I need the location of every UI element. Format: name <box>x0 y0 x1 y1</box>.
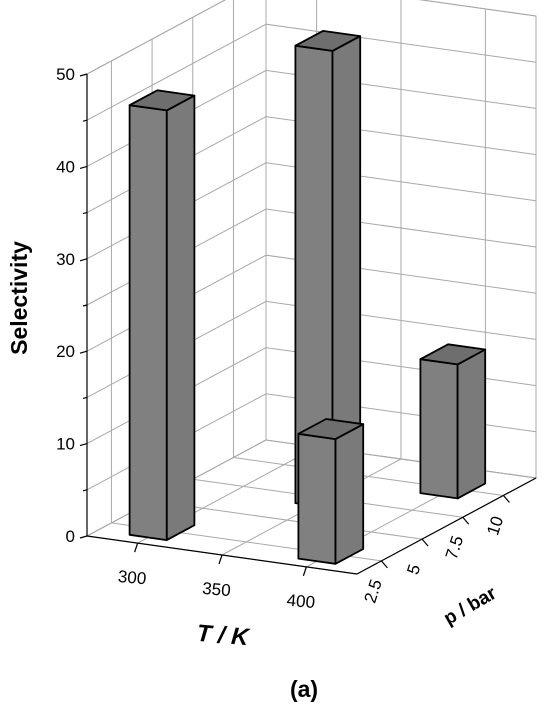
z-tick <box>79 165 88 169</box>
z-gridline <box>86 23 537 121</box>
bar-top-face <box>128 89 196 112</box>
t-tick-label: 350 <box>202 579 232 600</box>
bar-side-face <box>334 423 365 565</box>
z-minor-tick <box>82 212 88 215</box>
z-minor-tick <box>82 489 88 492</box>
z-axis-title: Selectivity <box>6 241 32 355</box>
bar-front-face <box>128 104 168 541</box>
y-axis-title: p / bar <box>440 583 500 630</box>
bar-top-face <box>419 343 487 366</box>
bar-front-face <box>419 358 459 500</box>
x-axis-title: T / K <box>196 620 252 652</box>
z-tick-label: 10 <box>56 435 75 454</box>
t-tick-label: 400 <box>286 591 316 612</box>
z-tick-label: 30 <box>56 250 75 269</box>
p-tick-label: 5 <box>403 562 424 577</box>
z-tick-label: 50 <box>56 65 75 84</box>
p-tick-label: 7.5 <box>442 533 467 561</box>
z-minor-tick <box>82 119 88 122</box>
t-tick <box>134 542 139 553</box>
bar <box>128 89 196 541</box>
z-tick <box>79 350 88 354</box>
bar-front-face <box>297 432 337 565</box>
z-tick <box>79 73 88 77</box>
z-gridline <box>86 0 537 75</box>
p-tick-label: 2.5 <box>360 577 385 605</box>
z-minor-tick <box>82 304 88 307</box>
bar <box>419 343 487 500</box>
t-tick <box>218 554 223 565</box>
z-tick-label: 40 <box>56 157 75 176</box>
p-tick <box>421 538 429 547</box>
bar-top-face <box>294 29 362 52</box>
z-tick-label: 0 <box>66 527 75 546</box>
t-tick <box>302 566 307 577</box>
p-axis-line <box>356 477 537 575</box>
t-tick-label: 300 <box>117 567 147 588</box>
bar-top-face <box>297 418 365 441</box>
tick-layer: 0 10 20 30 40 50 300 350 400 2.5 5 7.5 10 <box>56 65 510 612</box>
z-tick-label: 20 <box>56 342 75 361</box>
z-tick <box>79 443 88 447</box>
figure-caption: (a) <box>290 676 318 702</box>
bar <box>294 29 362 510</box>
bar-side-face <box>165 94 196 541</box>
p-tick <box>380 560 388 569</box>
z-minor-tick <box>82 396 88 399</box>
p-tick <box>462 516 470 525</box>
bar-side-face <box>456 348 487 500</box>
p-tick <box>502 495 510 503</box>
p-tick-label: 10 <box>483 514 507 538</box>
bar <box>297 418 365 565</box>
z-tick <box>79 258 88 262</box>
bar-layer <box>128 29 487 565</box>
z-tick <box>79 535 88 539</box>
